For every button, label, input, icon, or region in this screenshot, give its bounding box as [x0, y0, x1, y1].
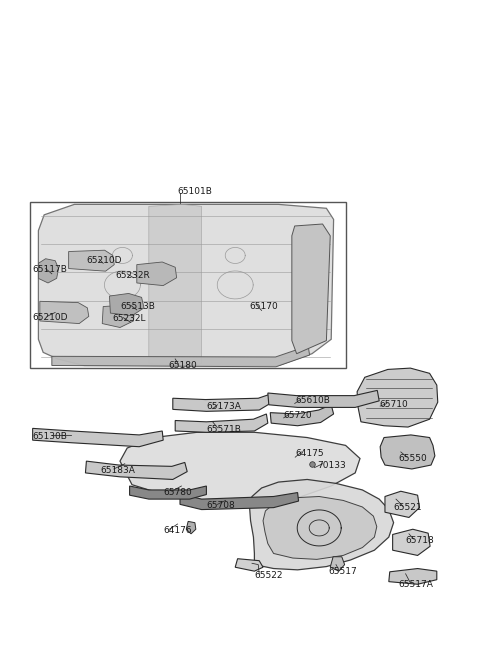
Text: 64175: 64175 [295, 449, 324, 458]
Text: 65101B: 65101B [178, 187, 213, 196]
Polygon shape [175, 414, 268, 432]
Polygon shape [40, 301, 89, 324]
Polygon shape [385, 491, 420, 517]
Polygon shape [33, 428, 163, 447]
Polygon shape [263, 496, 377, 559]
Polygon shape [292, 224, 330, 354]
Text: 65708: 65708 [206, 501, 235, 510]
Text: 65210D: 65210D [33, 313, 68, 322]
Polygon shape [38, 204, 334, 365]
Text: 65610B: 65610B [295, 396, 330, 405]
Polygon shape [389, 569, 437, 584]
Polygon shape [268, 390, 379, 407]
Text: 65710: 65710 [379, 400, 408, 409]
Polygon shape [173, 394, 271, 411]
Polygon shape [180, 493, 299, 510]
Text: 70133: 70133 [317, 460, 346, 470]
Text: 65550: 65550 [398, 454, 427, 463]
Bar [30, 202, 346, 368]
Polygon shape [250, 479, 394, 570]
Text: 64176: 64176 [163, 526, 192, 535]
Text: 65521: 65521 [394, 503, 422, 512]
Text: 65180: 65180 [168, 361, 197, 370]
Text: 65130B: 65130B [33, 432, 68, 441]
Text: 65720: 65720 [283, 411, 312, 421]
Polygon shape [69, 250, 114, 271]
Text: 65173A: 65173A [206, 402, 241, 411]
Text: 65210D: 65210D [86, 256, 122, 265]
Text: 65517: 65517 [329, 567, 358, 576]
Text: 65232R: 65232R [115, 271, 150, 280]
Polygon shape [85, 461, 187, 479]
Polygon shape [235, 559, 263, 571]
Polygon shape [357, 368, 438, 427]
Text: 65170: 65170 [250, 302, 278, 311]
Polygon shape [130, 486, 206, 499]
Text: 65517A: 65517A [398, 580, 433, 589]
Polygon shape [186, 521, 196, 534]
Polygon shape [120, 432, 360, 503]
Polygon shape [109, 293, 144, 316]
Text: 65117B: 65117B [33, 265, 68, 274]
Text: 65718: 65718 [406, 536, 434, 545]
Text: 65522: 65522 [254, 571, 283, 580]
Polygon shape [330, 557, 345, 571]
Polygon shape [393, 529, 430, 555]
Polygon shape [52, 346, 310, 367]
Text: 65780: 65780 [163, 488, 192, 497]
Polygon shape [102, 305, 134, 328]
Polygon shape [270, 405, 334, 426]
Polygon shape [38, 259, 59, 283]
Polygon shape [380, 435, 435, 469]
Text: 65232L: 65232L [113, 314, 146, 324]
Polygon shape [149, 204, 202, 365]
Text: 65183A: 65183A [101, 466, 136, 475]
Text: 65571B: 65571B [206, 424, 241, 434]
Text: 65513B: 65513B [120, 302, 155, 311]
Polygon shape [137, 262, 177, 286]
